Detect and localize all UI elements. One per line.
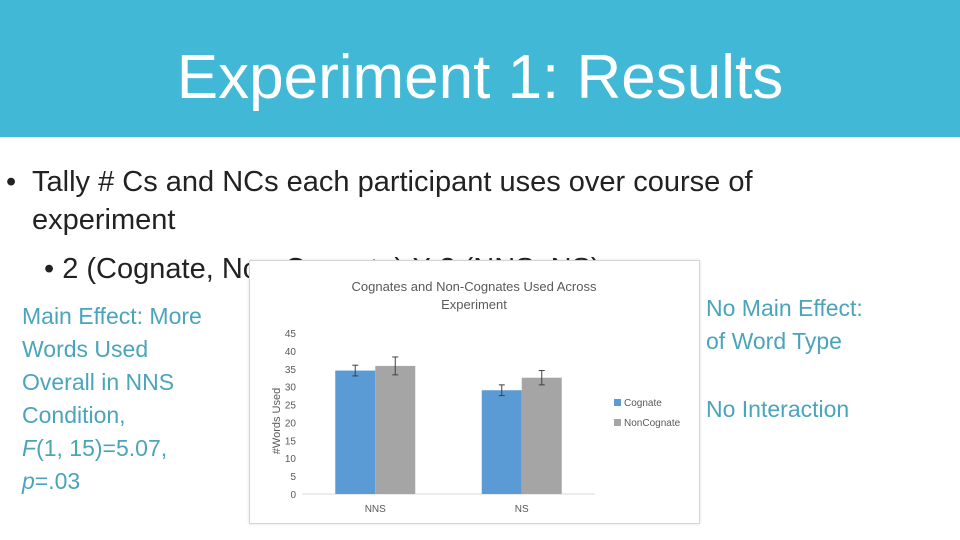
legend-swatch-noncognate bbox=[614, 419, 621, 426]
y-axis-label: #Words Used bbox=[271, 388, 283, 454]
main-effect-line: Main Effect: More bbox=[22, 303, 202, 329]
slide-title: Experiment 1: Results bbox=[176, 43, 784, 112]
bar-noncognate-ns bbox=[521, 377, 562, 494]
bar-noncognate-nns bbox=[375, 365, 416, 494]
y-tick-label: 15 bbox=[285, 436, 297, 447]
word-type-note: No Main Effect: of Word Type bbox=[706, 292, 946, 358]
y-tick-label: 20 bbox=[285, 418, 297, 429]
y-tick-label: 30 bbox=[285, 383, 297, 394]
p-symbol: p bbox=[22, 468, 35, 494]
f-statistic: F(1, 15)=5.07, bbox=[22, 432, 252, 465]
bullet-tally-line1: Tally # Cs and NCs each participant uses… bbox=[32, 166, 753, 198]
bar-cognate-nns bbox=[335, 370, 376, 494]
chart-title-line1: Cognates and Non-Cognates Used Across bbox=[352, 279, 597, 294]
p-value-text: =.03 bbox=[34, 468, 81, 494]
chart-title-line2: Experiment bbox=[441, 297, 507, 312]
word-type-line1: No Main Effect: bbox=[706, 295, 863, 321]
f-value: (1, 15)=5.07, bbox=[36, 435, 168, 461]
main-effect-note: Main Effect: More Words Used Overall in … bbox=[22, 300, 252, 498]
p-value: p=.03 bbox=[22, 465, 252, 498]
legend-label-noncognate: NonCognate bbox=[624, 418, 681, 429]
y-tick-label: 0 bbox=[290, 490, 296, 501]
main-effect-line: Overall in NNS bbox=[22, 369, 175, 395]
x-tick-label: NNS bbox=[365, 504, 386, 515]
y-tick-label: 25 bbox=[285, 401, 297, 412]
main-effect-line: Words Used bbox=[22, 336, 149, 362]
bullet-glyph: • bbox=[6, 166, 17, 198]
bar-cognate-ns bbox=[481, 390, 522, 494]
y-tick-label: 10 bbox=[285, 454, 297, 465]
x-tick-label: NS bbox=[515, 504, 529, 515]
y-tick-label: 35 bbox=[285, 365, 297, 376]
legend-label-cognate: Cognate bbox=[624, 398, 662, 409]
y-tick-label: 5 bbox=[290, 472, 296, 483]
legend-swatch-cognate bbox=[614, 399, 621, 406]
interaction-note: No Interaction bbox=[706, 396, 850, 422]
word-type-line2: of Word Type bbox=[706, 328, 842, 354]
y-tick-label: 40 bbox=[285, 347, 297, 358]
bar-chart: Cognates and Non-Cognates Used Across Ex… bbox=[249, 260, 700, 524]
main-effect-line: Condition, bbox=[22, 402, 126, 428]
chart-canvas: Cognates and Non-Cognates Used Across Ex… bbox=[271, 279, 681, 515]
bullet-glyph: • bbox=[44, 253, 55, 285]
f-symbol: F bbox=[22, 435, 37, 461]
y-tick-label: 45 bbox=[285, 329, 297, 340]
bullet-tally: • Tally # Cs and NCs each participant use… bbox=[6, 163, 946, 239]
title-banner: Experiment 1: Results bbox=[0, 0, 960, 137]
bullet-tally-line2: experiment bbox=[32, 204, 176, 236]
